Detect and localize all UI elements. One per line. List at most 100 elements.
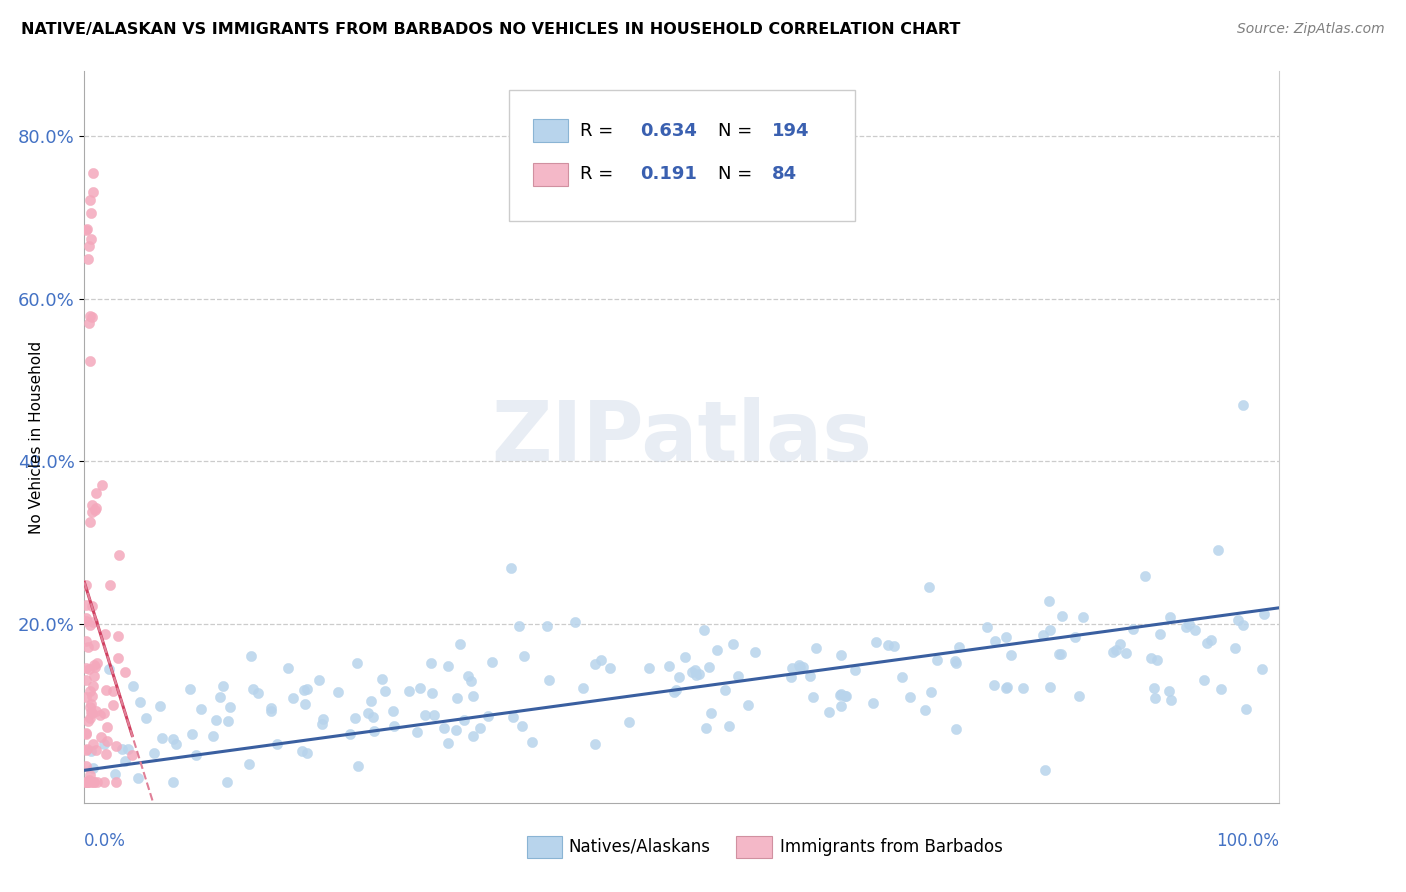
Point — [468, 721, 491, 735]
Point — [114, 754, 136, 768]
Point — [96, 734, 118, 748]
Text: N =: N = — [718, 166, 758, 184]
Point — [683, 663, 706, 677]
Point — [242, 681, 264, 696]
Point — [583, 737, 606, 751]
Text: Immigrants from Barbados: Immigrants from Barbados — [780, 838, 1002, 855]
Point — [1039, 680, 1062, 694]
Point — [727, 669, 749, 683]
Point — [1159, 609, 1181, 624]
Point — [98, 578, 121, 592]
Point — [96, 720, 118, 734]
Point — [80, 498, 103, 512]
Point — [208, 690, 231, 704]
Point — [190, 702, 212, 716]
Point — [75, 614, 97, 628]
Point — [737, 698, 759, 712]
Point — [422, 686, 444, 700]
Point — [80, 599, 103, 614]
Point — [1071, 609, 1094, 624]
Point — [162, 731, 184, 746]
Point — [413, 707, 436, 722]
Point — [1227, 614, 1250, 628]
Point — [876, 638, 898, 652]
Point — [127, 772, 149, 786]
Point — [818, 706, 841, 720]
Point — [82, 679, 104, 693]
Point — [76, 775, 98, 789]
Point — [77, 662, 100, 676]
Point — [114, 665, 136, 679]
Point — [398, 684, 420, 698]
Point — [477, 709, 499, 723]
Point — [804, 640, 827, 655]
Point — [75, 727, 97, 741]
Point — [79, 684, 101, 698]
Point — [664, 684, 686, 698]
Point — [101, 698, 124, 712]
Point — [83, 638, 105, 652]
Point — [1149, 627, 1171, 641]
Point — [865, 634, 887, 648]
Point — [891, 670, 914, 684]
Point — [1223, 640, 1246, 655]
Text: No Vehicles in Household: No Vehicles in Household — [30, 341, 44, 533]
Point — [128, 695, 150, 709]
Point — [658, 659, 681, 673]
Point — [1047, 647, 1070, 661]
Point — [297, 746, 319, 760]
Point — [460, 674, 482, 689]
Point — [508, 619, 530, 633]
Point — [1146, 653, 1168, 667]
Point — [357, 706, 380, 720]
Point — [93, 775, 115, 789]
Point — [292, 683, 315, 698]
Point — [1192, 673, 1215, 687]
Point — [260, 705, 283, 719]
Point — [994, 681, 1017, 696]
Point — [326, 685, 349, 699]
Point — [108, 548, 131, 562]
Point — [86, 485, 108, 500]
Point — [449, 637, 471, 651]
Point — [943, 654, 966, 668]
Point — [84, 743, 107, 757]
Point — [830, 699, 852, 714]
Point — [179, 682, 201, 697]
Point — [1232, 618, 1254, 632]
Point — [844, 663, 866, 677]
Point — [976, 620, 998, 634]
Point — [83, 775, 105, 789]
Point — [695, 721, 717, 735]
Point — [1050, 647, 1073, 661]
Point — [77, 252, 100, 266]
Point — [510, 719, 533, 733]
Point — [371, 673, 394, 687]
Point — [1251, 662, 1274, 676]
Point — [513, 648, 536, 663]
Point — [76, 640, 98, 654]
Point — [75, 578, 97, 592]
Point — [246, 686, 269, 700]
Point — [688, 666, 710, 681]
Point — [995, 681, 1018, 695]
Point — [83, 669, 105, 683]
Point — [346, 657, 368, 671]
Point — [382, 718, 405, 732]
Point — [995, 630, 1018, 644]
Point — [744, 644, 766, 658]
Point — [311, 717, 333, 731]
Point — [779, 670, 801, 684]
Point — [536, 618, 558, 632]
Point — [79, 700, 101, 714]
Point — [792, 660, 814, 674]
Point — [1102, 645, 1125, 659]
Point — [181, 727, 204, 741]
Text: R =: R = — [581, 166, 619, 184]
Point — [461, 690, 484, 704]
Point — [165, 738, 187, 752]
Point — [898, 690, 921, 704]
Point — [834, 690, 856, 704]
Point — [79, 193, 101, 207]
Point — [583, 657, 606, 671]
